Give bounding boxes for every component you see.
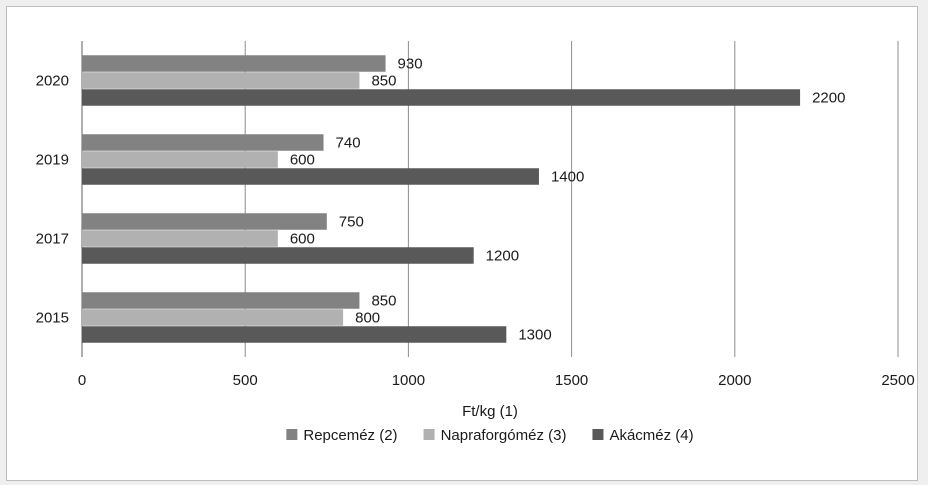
bar-2019-series-3	[82, 168, 539, 185]
data-label-2015-series-3: 1300	[518, 327, 551, 344]
bar-2017-series-1	[82, 213, 327, 230]
data-label-2015-series-2: 800	[355, 310, 380, 327]
data-label-2017-series-3: 1200	[486, 248, 519, 265]
category-label-2019: 2019	[36, 152, 69, 169]
bar-2019-series-2	[82, 151, 278, 168]
data-label-2015-series-1: 850	[371, 293, 396, 310]
category-label-2017: 2017	[36, 231, 69, 248]
bar-2015-series-3	[82, 326, 507, 343]
x-tick-2000: 2000	[718, 372, 751, 389]
x-tick-0: 0	[78, 372, 86, 389]
data-label-2019-series-2: 600	[290, 152, 315, 169]
category-label-2020: 2020	[36, 73, 69, 90]
legend-item-2: Napraforgóméz (3)	[423, 427, 567, 444]
data-label-2019-series-3: 1400	[551, 169, 584, 186]
bar-2020-series-3	[82, 89, 801, 106]
x-tick-2500: 2500	[881, 372, 914, 389]
legend: Repceméz (2) Napraforgóméz (3) Akácméz (4)	[286, 427, 694, 444]
data-label-2019-series-1: 740	[336, 135, 361, 152]
legend-item-1: Repceméz (2)	[286, 427, 398, 444]
legend-item-3: Akácméz (4)	[592, 427, 694, 444]
legend-swatch-2	[423, 429, 435, 440]
chart-frame: 850 800 1300 750 600 1200 740 600 1400 930 850 2200…	[6, 6, 918, 481]
x-tick-labels: 0 500 1000 1500 2000 2500	[78, 372, 915, 389]
x-tick-1000: 1000	[392, 372, 425, 389]
data-label-2020-series-3: 2200	[812, 90, 845, 107]
legend-label-2: Napraforgóméz (3)	[441, 427, 567, 444]
data-label-2017-series-2: 600	[290, 231, 315, 248]
bar-2015-series-2	[82, 309, 344, 326]
x-tick-500: 500	[233, 372, 258, 389]
x-tick-1500: 1500	[555, 372, 588, 389]
bar-2015-series-1	[82, 292, 360, 309]
data-label-2017-series-1: 750	[339, 214, 364, 231]
legend-swatch-1	[286, 429, 298, 440]
data-label-2020-series-2: 850	[371, 73, 396, 90]
legend-label-1: Repceméz (2)	[303, 427, 397, 444]
bar-2020-series-2	[82, 72, 360, 89]
category-labels: 2015 2017 2019 2020	[36, 73, 69, 327]
bar-2020-series-1	[82, 55, 386, 72]
legend-label-3: Akácméz (4)	[609, 427, 693, 444]
bar-2017-series-3	[82, 247, 474, 264]
bar-2017-series-2	[82, 230, 278, 247]
bar-2019-series-1	[82, 134, 324, 151]
legend-swatch-3	[592, 429, 604, 440]
x-axis-title: Ft/kg (1)	[462, 403, 518, 420]
category-label-2015: 2015	[36, 310, 69, 327]
bar-chart: 8508001300750600120074060014009308502200…	[36, 41, 915, 444]
data-label-2020-series-1: 930	[398, 56, 423, 73]
